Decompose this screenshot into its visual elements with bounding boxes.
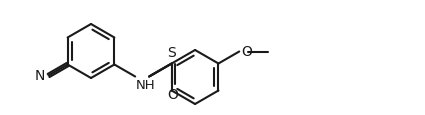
Text: O: O bbox=[167, 88, 178, 102]
Text: S: S bbox=[167, 46, 176, 60]
Text: O: O bbox=[241, 45, 252, 59]
Text: N: N bbox=[34, 69, 45, 83]
Text: NH: NH bbox=[136, 79, 156, 92]
